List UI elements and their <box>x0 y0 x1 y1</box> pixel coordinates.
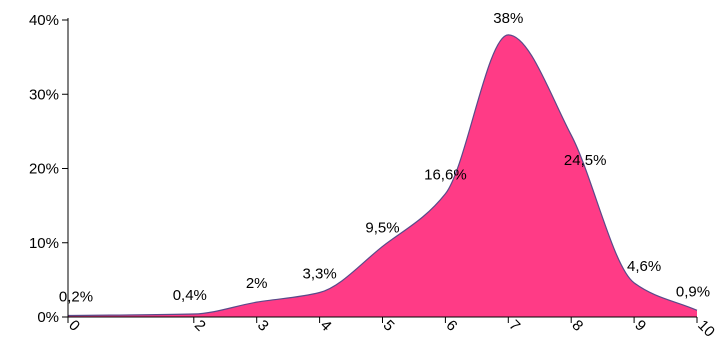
data-label: 4,6% <box>627 258 661 275</box>
data-label: 0,2% <box>59 289 93 306</box>
data-labels: 0,2% 0,4% 2% 3,3% 9,5% 16,6% 38% 24,5% 4,6% 0,9% <box>59 10 710 306</box>
data-label: 3,3% <box>302 265 336 282</box>
data-label: 16,6% <box>424 167 467 184</box>
y-tick-label: 0% <box>37 309 59 326</box>
data-label: 0,4% <box>173 287 207 304</box>
y-tick-label: 10% <box>29 235 59 252</box>
data-label: 9,5% <box>365 219 399 236</box>
y-tick-label: 40% <box>29 12 59 29</box>
series-area <box>68 34 697 317</box>
y-tick-label: 20% <box>29 161 59 178</box>
x-tick-label: 10 <box>694 317 718 341</box>
y-tick-label: 30% <box>29 86 59 103</box>
axes: 0%10%20%30%40%0 2 3 4 5 6 7 8 9 10 <box>29 12 718 341</box>
data-label: 2% <box>246 275 268 292</box>
data-label: 24,5% <box>564 152 607 169</box>
area-layer <box>67 34 698 317</box>
data-label: 38% <box>493 10 523 27</box>
series-line <box>67 34 698 317</box>
data-label: 0,9% <box>676 283 710 300</box>
